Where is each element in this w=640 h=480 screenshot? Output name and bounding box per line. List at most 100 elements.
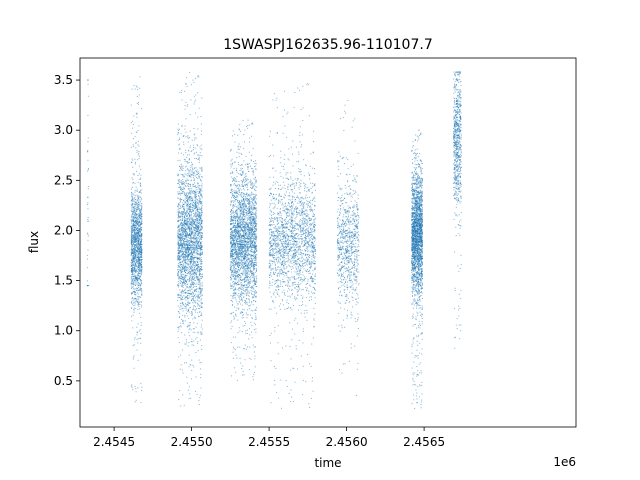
data-point bbox=[198, 245, 200, 247]
data-point bbox=[186, 210, 188, 212]
data-point bbox=[240, 238, 242, 240]
data-point bbox=[249, 205, 251, 207]
data-point bbox=[236, 215, 238, 217]
data-point bbox=[201, 237, 203, 239]
data-point bbox=[200, 302, 202, 304]
data-point bbox=[197, 248, 199, 250]
data-point bbox=[134, 276, 136, 278]
data-point bbox=[236, 253, 238, 255]
data-point bbox=[200, 255, 202, 257]
data-point bbox=[180, 189, 182, 191]
data-point bbox=[188, 202, 190, 204]
data-point bbox=[137, 229, 139, 231]
data-point bbox=[133, 344, 135, 346]
data-point bbox=[188, 266, 190, 268]
data-point bbox=[140, 256, 142, 258]
data-point bbox=[141, 282, 143, 284]
data-point bbox=[232, 211, 234, 213]
data-point bbox=[136, 86, 138, 88]
data-point bbox=[136, 102, 138, 104]
data-point bbox=[233, 216, 235, 218]
data-point bbox=[136, 237, 138, 239]
data-point bbox=[191, 228, 193, 230]
data-point bbox=[244, 189, 246, 191]
data-point bbox=[137, 239, 139, 241]
data-point bbox=[199, 152, 201, 154]
data-point bbox=[183, 228, 185, 230]
data-point bbox=[192, 224, 194, 226]
data-point bbox=[197, 228, 199, 230]
data-point bbox=[184, 227, 186, 229]
data-point bbox=[189, 199, 191, 201]
data-point bbox=[178, 204, 180, 206]
data-point bbox=[132, 345, 134, 347]
data-point bbox=[131, 245, 133, 247]
data-point bbox=[138, 254, 140, 256]
data-point bbox=[197, 276, 199, 278]
data-point bbox=[193, 192, 195, 194]
data-point bbox=[238, 128, 240, 130]
data-point bbox=[199, 311, 201, 313]
data-point bbox=[179, 295, 181, 297]
data-point bbox=[185, 299, 187, 301]
data-point bbox=[191, 209, 193, 211]
data-point bbox=[133, 209, 135, 211]
data-point bbox=[139, 250, 141, 252]
data-point bbox=[193, 344, 195, 346]
data-point bbox=[246, 166, 248, 168]
data-point bbox=[181, 181, 182, 183]
data-point bbox=[199, 291, 201, 293]
data-point bbox=[201, 249, 203, 251]
data-point bbox=[241, 207, 243, 209]
data-point bbox=[178, 285, 180, 287]
data-point bbox=[179, 258, 181, 260]
data-point bbox=[180, 192, 182, 194]
data-point bbox=[183, 255, 185, 257]
data-point bbox=[183, 289, 185, 291]
data-point bbox=[134, 245, 136, 247]
data-point bbox=[200, 238, 202, 240]
data-point bbox=[187, 209, 189, 211]
data-point bbox=[177, 235, 179, 237]
data-point bbox=[200, 234, 202, 236]
data-point bbox=[192, 244, 194, 246]
data-point bbox=[197, 200, 199, 202]
data-point bbox=[134, 265, 136, 267]
data-point bbox=[186, 199, 188, 201]
data-point bbox=[196, 174, 198, 176]
data-point bbox=[198, 304, 200, 306]
data-point bbox=[133, 223, 135, 225]
data-point bbox=[186, 273, 188, 275]
data-point bbox=[180, 270, 182, 272]
data-point bbox=[184, 237, 186, 239]
data-point bbox=[191, 255, 193, 257]
data-point bbox=[130, 211, 132, 213]
data-point bbox=[186, 229, 188, 231]
data-point bbox=[137, 342, 139, 344]
data-point bbox=[188, 252, 190, 254]
data-point bbox=[133, 251, 135, 253]
data-point bbox=[187, 297, 189, 299]
data-point bbox=[184, 215, 186, 217]
data-point bbox=[232, 220, 234, 222]
data-point bbox=[192, 168, 194, 170]
data-point bbox=[130, 385, 132, 387]
data-point bbox=[192, 173, 194, 175]
data-point bbox=[197, 221, 199, 223]
data-point bbox=[248, 124, 250, 126]
data-point bbox=[187, 303, 189, 305]
data-point bbox=[195, 224, 197, 226]
data-point bbox=[186, 221, 188, 223]
data-point bbox=[137, 264, 139, 266]
data-point bbox=[200, 178, 202, 180]
data-point bbox=[177, 221, 179, 223]
data-point bbox=[178, 327, 180, 329]
data-point bbox=[185, 236, 187, 238]
data-point bbox=[248, 284, 250, 286]
data-point bbox=[140, 235, 142, 237]
data-point bbox=[191, 288, 193, 290]
data-point bbox=[188, 198, 190, 200]
data-point bbox=[189, 209, 191, 211]
data-point bbox=[186, 247, 188, 249]
data-point bbox=[191, 344, 193, 346]
